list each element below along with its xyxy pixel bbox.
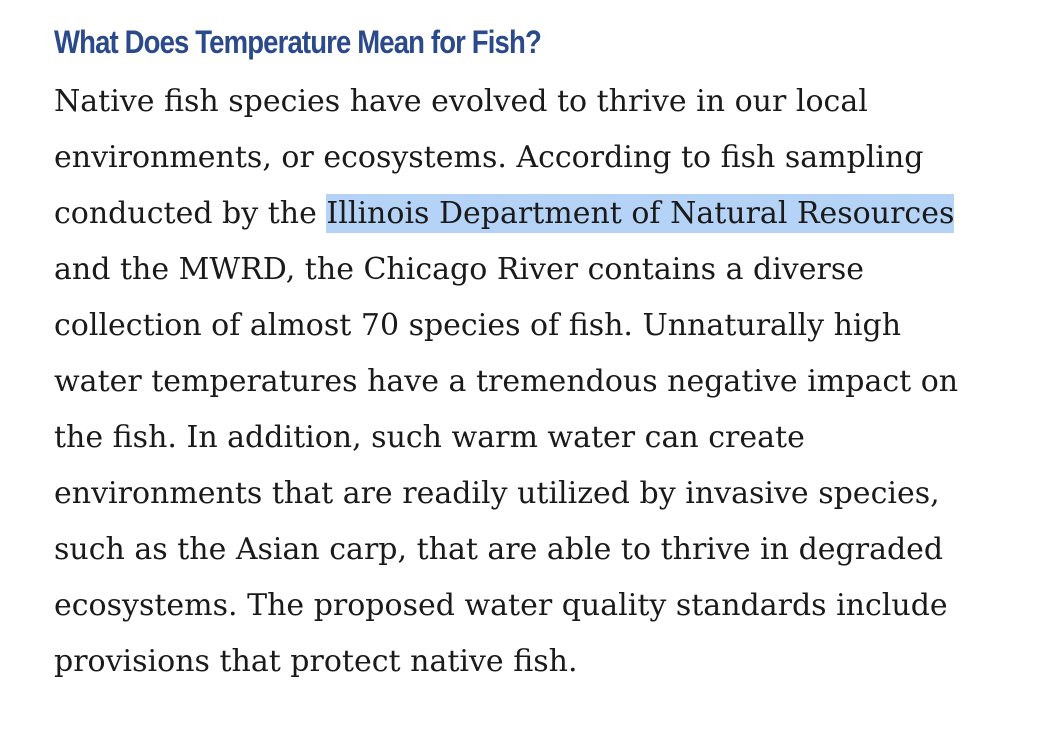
article-paragraph: Native fish species have evolved to thri… <box>54 74 969 690</box>
paragraph-line: water temperatures have a tremendous neg… <box>54 364 959 399</box>
paragraph-line: environments, or ecosystems. According t… <box>54 140 924 175</box>
paragraph-line: environments that are readily utilized b… <box>54 476 940 511</box>
paragraph-line: ecosystems. The proposed water quality s… <box>54 588 948 623</box>
paragraph-line: Native fish species have evolved to thri… <box>54 84 868 119</box>
paragraph-line: collection of almost 70 species of fish.… <box>54 308 902 343</box>
paragraph-line: conducted by the Illinois Department of … <box>54 186 969 242</box>
paragraph-line: such as the Asian carp, that are able to… <box>54 532 944 567</box>
paragraph-line: provisions that protect native fish. <box>54 644 578 679</box>
article: What Does Temperature Mean for Fish? Nat… <box>54 14 994 690</box>
section-heading: What Does Temperature Mean for Fish? <box>54 24 542 60</box>
selected-text-highlight[interactable]: Illinois Department of Natural Resources <box>326 194 955 233</box>
paragraph-line: and the MWRD, the Chicago River contains… <box>54 252 864 287</box>
paragraph-line: the fish. In addition, such warm water c… <box>54 420 805 455</box>
paragraph-line-text: conducted by the <box>54 196 327 231</box>
